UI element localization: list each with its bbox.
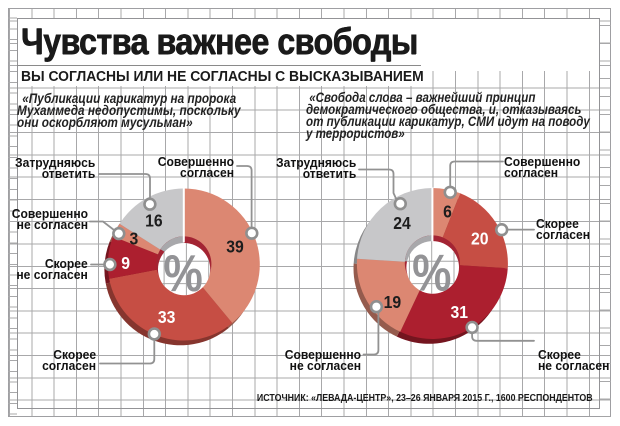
svg-text:16: 16	[145, 211, 163, 231]
svg-text:%: %	[412, 244, 451, 302]
svg-text:20: 20	[471, 229, 489, 249]
svg-text:33: 33	[158, 307, 176, 327]
svg-text:31: 31	[450, 302, 468, 322]
svg-text:6: 6	[443, 202, 452, 222]
svg-text:39: 39	[226, 237, 244, 257]
svg-text:24: 24	[393, 213, 411, 233]
svg-text:19: 19	[384, 292, 402, 312]
svg-text:%: %	[164, 244, 203, 302]
svg-text:9: 9	[121, 253, 130, 273]
svg-text:3: 3	[130, 229, 139, 249]
